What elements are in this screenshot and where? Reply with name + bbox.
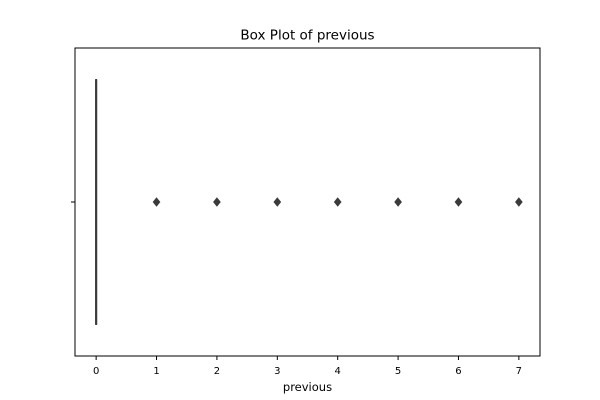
x-tick-label: 1	[153, 366, 159, 377]
plot-area-frame	[74, 47, 541, 357]
outlier-point	[454, 197, 463, 207]
x-tick-label: 3	[274, 366, 280, 377]
plot-marks	[95, 79, 523, 325]
x-tick-label: 0	[93, 366, 99, 377]
outlier-point	[333, 197, 342, 207]
outlier-point	[152, 197, 161, 207]
x-tick-label: 7	[516, 366, 522, 377]
x-axis-label: previous	[283, 380, 332, 394]
x-tick-label: 6	[455, 366, 461, 377]
outlier-point	[394, 197, 402, 207]
outlier-point	[515, 197, 523, 207]
outlier-point	[273, 197, 282, 207]
chart-title: Box Plot of previous	[240, 28, 374, 44]
x-axis: 0 1 2 3 4 5 6 7	[93, 356, 522, 377]
x-tick-label: 5	[395, 366, 401, 377]
outlier-point	[213, 197, 221, 207]
x-tick-label: 4	[335, 366, 341, 377]
x-tick-label: 2	[214, 366, 220, 377]
